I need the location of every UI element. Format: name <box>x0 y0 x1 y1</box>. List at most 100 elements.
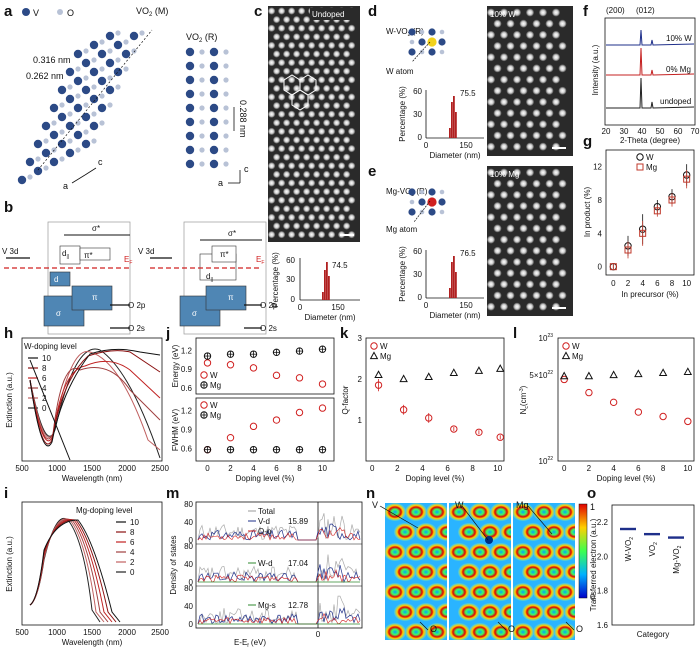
nanoparticle <box>532 64 541 73</box>
ytick-e-2: 60 <box>413 247 422 256</box>
nanoparticle <box>333 136 341 144</box>
v-atom <box>438 38 446 46</box>
nanoparticle <box>293 153 301 161</box>
v-atom <box>97 76 107 86</box>
band-diagram-left: σ* d|| π* V 3d EF d σ π O 2p O 2s <box>2 221 146 335</box>
legend-marker <box>636 153 644 161</box>
data-point-mg <box>683 175 691 183</box>
nanoparticle <box>526 97 534 106</box>
nanoparticle <box>506 109 515 118</box>
nanoparticle <box>328 231 336 239</box>
v-atom <box>129 31 139 41</box>
nanoparticle <box>268 196 276 204</box>
legend-label: W <box>646 153 654 162</box>
data-point-w <box>425 414 433 422</box>
nanoparticle <box>526 142 534 151</box>
legend-marker <box>561 351 571 360</box>
panel-b: σ* d|| π* V 3d EF d σ π O 2p O 2s σ* <box>2 221 278 335</box>
xtick-d-0: 0 <box>424 141 429 150</box>
data-point-w <box>634 408 643 416</box>
nanoparticle <box>532 291 541 300</box>
o-atom <box>439 29 445 35</box>
o-atom <box>223 105 229 111</box>
nanoparticle <box>539 8 547 17</box>
v-atom <box>97 49 107 59</box>
o-atom <box>223 119 229 125</box>
v-atom <box>17 175 27 185</box>
charge-blob <box>500 523 511 541</box>
nanoparticle <box>313 119 321 127</box>
legend-item: 8 <box>42 364 47 373</box>
nanoparticle <box>545 19 554 28</box>
nanoparticle <box>318 145 326 153</box>
nanoparticle <box>532 19 541 28</box>
o2p-right: O 2p <box>260 301 278 310</box>
ytick-o: 2.2 <box>597 518 609 527</box>
o-atom <box>43 165 49 171</box>
svg-text:40: 40 <box>184 602 193 611</box>
nanoparticle <box>318 231 326 239</box>
nanoparticle <box>552 257 560 266</box>
nanoparticle <box>545 202 554 211</box>
legend-v-d: V-d <box>258 517 270 526</box>
panel-f: (200) (012) 10% W 0% Mg undoped 20 30 40… <box>591 6 700 145</box>
nanoparticle <box>493 64 502 73</box>
v-atom <box>418 198 426 206</box>
panel-letter-l: l <box>513 325 517 342</box>
data-point-mg <box>584 371 594 380</box>
charge-blob <box>522 523 544 541</box>
nanoparticle <box>545 224 554 233</box>
charge-blob <box>522 563 544 581</box>
panel-letter-k: k <box>340 325 349 342</box>
ef-right: EF <box>256 255 264 266</box>
v-atom <box>185 61 195 71</box>
o-atom <box>223 147 229 153</box>
nanoparticle <box>487 120 495 129</box>
plot-frame <box>195 397 335 462</box>
nanoparticle <box>487 280 495 289</box>
v-atom <box>105 58 115 68</box>
data-point-w <box>226 361 235 369</box>
nanoparticle <box>558 131 567 140</box>
nanoparticle <box>313 67 321 75</box>
o-atom <box>419 49 425 55</box>
charge-blob <box>449 583 470 601</box>
o-atom <box>27 174 33 180</box>
nanoparticle <box>552 75 560 84</box>
map-label-v: V <box>372 500 378 510</box>
nanoparticle <box>552 97 560 106</box>
nanoparticle <box>487 257 495 266</box>
nanoparticle <box>328 213 336 221</box>
dos-total <box>197 513 361 541</box>
gap-value-1: 15.89 <box>288 517 309 526</box>
charge-blob <box>385 503 406 521</box>
nanoparticle <box>298 59 306 67</box>
data-point-w <box>295 408 304 417</box>
xtick-l: 0 <box>562 464 567 473</box>
data-point-w <box>609 398 618 407</box>
nanoparticle <box>308 24 316 32</box>
xtick-l: 8 <box>661 464 666 473</box>
nanoparticle <box>506 202 515 211</box>
pi-star-right: π* <box>220 250 229 259</box>
panel-letter-h: h <box>4 325 13 342</box>
nanoparticle <box>545 246 554 255</box>
nanoparticle <box>298 127 306 135</box>
nanoparticle <box>318 41 326 50</box>
legend-item: 6 <box>130 538 135 547</box>
ytick-e-1: 30 <box>413 270 422 279</box>
pi-right: π <box>228 293 234 302</box>
v-atom <box>209 131 219 141</box>
nanoparticle <box>348 127 356 135</box>
nanoparticle <box>278 127 286 135</box>
v-atom <box>185 103 195 113</box>
v-atom <box>113 40 123 50</box>
nanoparticle <box>298 24 306 32</box>
panel-letter-o: o <box>587 485 596 502</box>
nanoparticle <box>513 168 521 177</box>
histogram-e: 76.5 0 30 60 0 150 Diameter (nm) Percent… <box>398 246 484 320</box>
charge-blob <box>426 583 447 601</box>
legend-item: 0 <box>42 404 47 413</box>
svg-text:0: 0 <box>189 578 194 587</box>
